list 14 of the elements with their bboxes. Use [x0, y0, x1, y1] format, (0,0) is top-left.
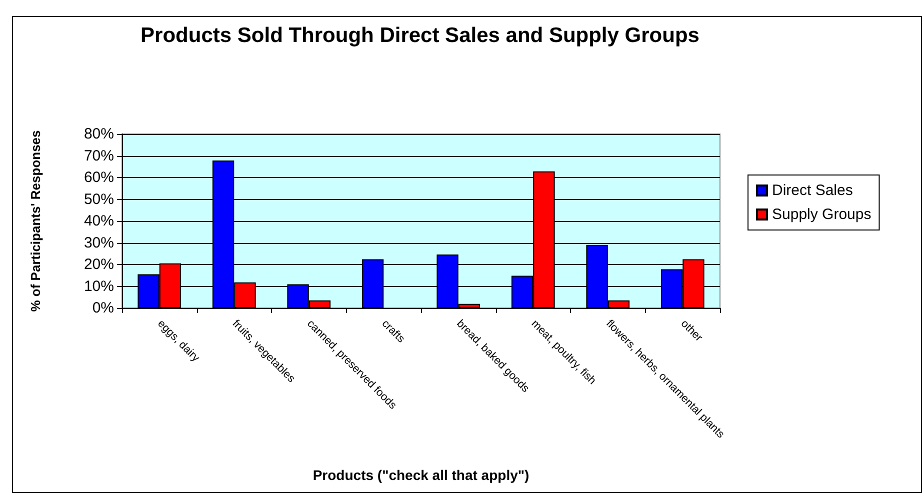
y-tick-label: 20%: [84, 256, 114, 273]
y-tick-label: 40%: [84, 212, 114, 230]
y-tick-label: 60%: [84, 169, 114, 186]
y-tick-label: 70%: [84, 147, 114, 164]
x-axis-title: Products ("check all that apply"): [312, 467, 530, 483]
y-tick-label: 80%: [84, 126, 114, 142]
y-tick-label: 50%: [84, 190, 114, 208]
y-tick-label: 10%: [84, 278, 114, 295]
y-tick-label: 0%: [92, 300, 114, 316]
legend-label: Direct Sales: [772, 182, 853, 199]
y-axis-title: % of Participants' Responses: [28, 130, 43, 312]
legend-label: Supply Groups: [772, 206, 872, 223]
y-tick-label: 30%: [84, 234, 114, 252]
chart-title: Products Sold Through Direct Sales and Supply Groups: [140, 23, 700, 49]
